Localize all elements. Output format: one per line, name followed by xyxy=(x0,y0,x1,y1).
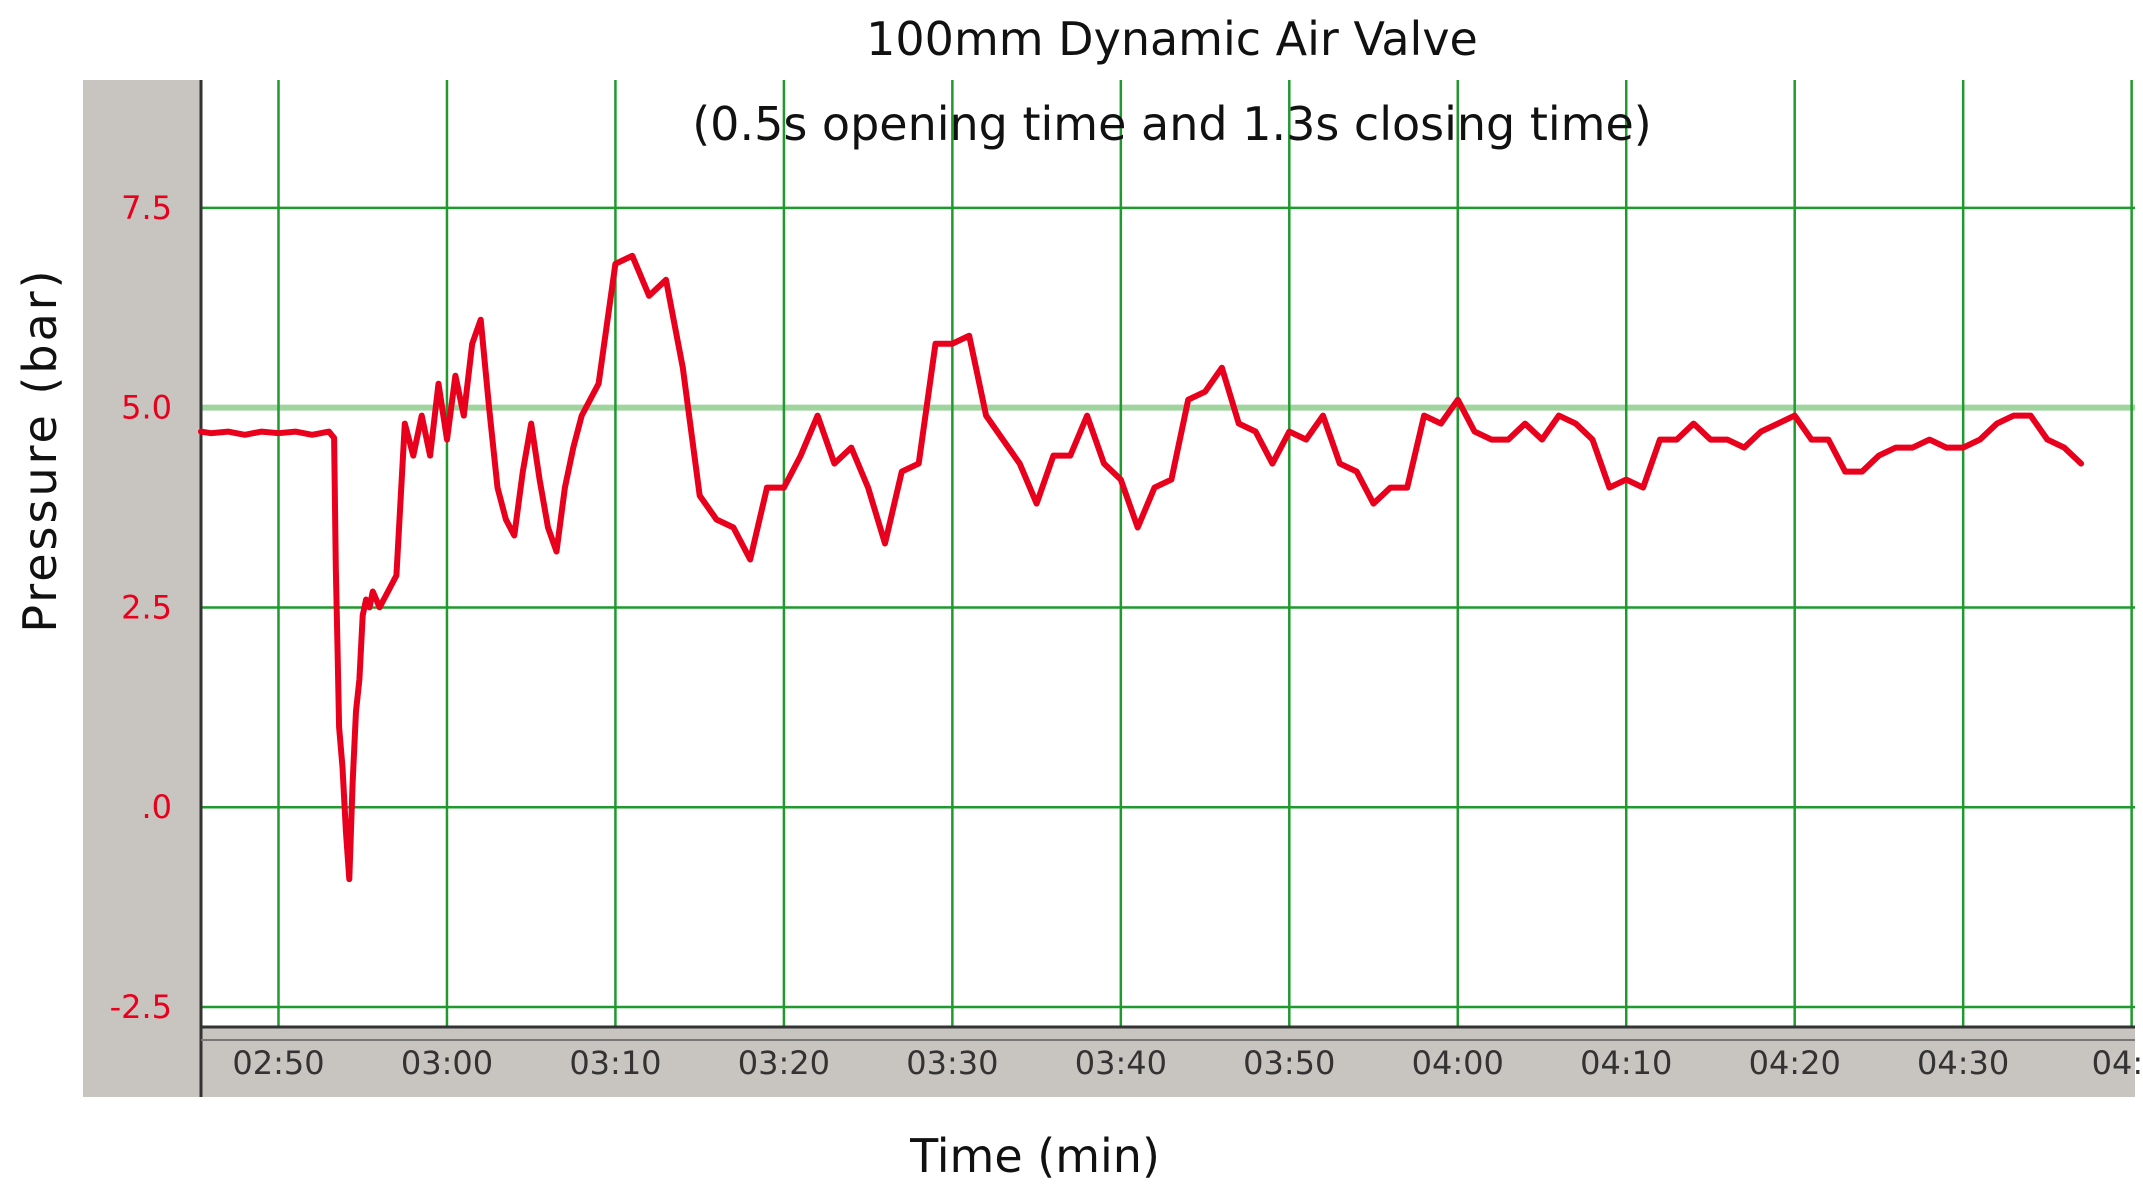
x-tick-label: 02:50 xyxy=(232,1044,324,1082)
plot-area xyxy=(201,80,2135,1027)
y-tick-label: .0 xyxy=(141,788,172,826)
y-tick-label: 7.5 xyxy=(121,189,172,227)
y-tick-label: -2.5 xyxy=(110,988,172,1026)
y-tick-label: 2.5 xyxy=(121,588,172,626)
x-tick-label: 03:30 xyxy=(906,1044,998,1082)
x-tick-label: 03:20 xyxy=(738,1044,830,1082)
x-tick-label: 03:40 xyxy=(1075,1044,1167,1082)
x-axis-label: Time (min) xyxy=(909,1129,1160,1183)
grid xyxy=(201,80,2135,1027)
x-tick-label: 04:30 xyxy=(1917,1044,2009,1082)
x-tick-label: 04:20 xyxy=(1749,1044,1841,1082)
y-axis-label: Pressure (bar) xyxy=(13,267,67,632)
x-tick-labels: 02:50 03:00 03:10 03:20 03:30 03:40 03:50 04:00… xyxy=(232,1044,2143,1082)
y-tick-label: 5.0 xyxy=(121,389,172,427)
chart-title: 100mm Dynamic Air Valve xyxy=(866,12,1478,66)
x-tick-label: 04:00 xyxy=(1412,1044,1504,1082)
chart-subtitle: (0.5s opening time and 1.3s closing time… xyxy=(692,97,1652,151)
y-tick-labels: 7.5 5.0 2.5 .0 -2.5 xyxy=(110,189,172,1026)
x-tick-label: 03:00 xyxy=(401,1044,493,1082)
y-axis-panel xyxy=(83,80,201,1097)
x-tick-label: 03:50 xyxy=(1243,1044,1335,1082)
series-line-pressure xyxy=(198,252,2085,883)
x-tick-label: 04: xyxy=(2092,1044,2143,1082)
x-tick-label: 03:10 xyxy=(569,1044,661,1082)
x-axis-panel xyxy=(83,1027,2135,1097)
x-tick-label: 04:10 xyxy=(1580,1044,1672,1082)
